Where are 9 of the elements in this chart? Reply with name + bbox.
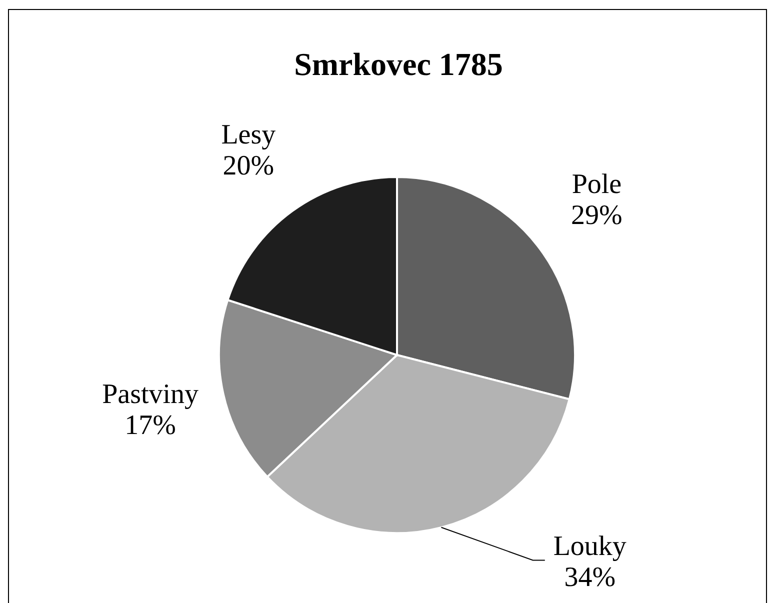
data-label: 20% [222,150,274,182]
slice-label: Pole [572,169,622,200]
data-label: 34% [564,562,616,593]
slice-label: Louky [553,531,626,562]
slice-label: Lesy [221,120,276,151]
data-label: 29% [571,200,622,231]
chart-title: Smrkovec 1785 [293,45,504,84]
data-label: 17% [124,410,176,441]
slice-label: Pastviny [102,379,199,410]
